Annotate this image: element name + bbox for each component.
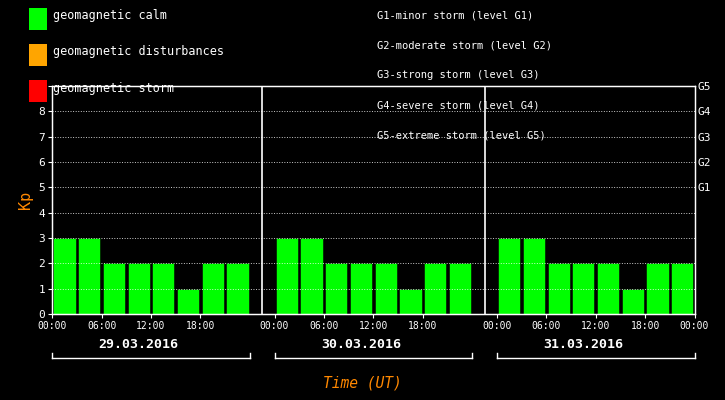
Bar	[78, 238, 100, 314]
Bar	[547, 263, 570, 314]
Bar	[202, 263, 224, 314]
Text: G4-severe storm (level G4): G4-severe storm (level G4)	[377, 100, 539, 110]
Text: G2-moderate storm (level G2): G2-moderate storm (level G2)	[377, 40, 552, 50]
Bar	[350, 263, 372, 314]
Y-axis label: Kp: Kp	[18, 191, 33, 209]
Bar	[671, 263, 693, 314]
Bar	[523, 238, 545, 314]
Bar	[226, 263, 249, 314]
Text: G3-strong storm (level G3): G3-strong storm (level G3)	[377, 70, 539, 80]
Text: 31.03.2016: 31.03.2016	[543, 338, 624, 350]
Bar	[326, 263, 347, 314]
Bar	[300, 238, 323, 314]
Text: 29.03.2016: 29.03.2016	[99, 338, 178, 350]
Text: geomagnetic disturbances: geomagnetic disturbances	[53, 46, 224, 58]
Bar	[621, 289, 644, 314]
Text: geomagnetic storm: geomagnetic storm	[53, 82, 174, 94]
Bar	[375, 263, 397, 314]
Text: 30.03.2016: 30.03.2016	[321, 338, 401, 350]
Bar	[177, 289, 199, 314]
Bar	[647, 263, 668, 314]
Bar	[399, 289, 421, 314]
Bar	[152, 263, 175, 314]
Bar	[128, 263, 150, 314]
Bar	[572, 263, 594, 314]
Bar	[498, 238, 521, 314]
Bar	[424, 263, 447, 314]
Bar	[449, 263, 471, 314]
Text: geomagnetic calm: geomagnetic calm	[53, 10, 167, 22]
Text: G1-minor storm (level G1): G1-minor storm (level G1)	[377, 10, 534, 20]
Bar	[276, 238, 298, 314]
Bar	[597, 263, 619, 314]
Text: Time (UT): Time (UT)	[323, 375, 402, 390]
Text: G5-extreme storm (level G5): G5-extreme storm (level G5)	[377, 130, 546, 140]
Bar	[54, 238, 75, 314]
Bar	[103, 263, 125, 314]
